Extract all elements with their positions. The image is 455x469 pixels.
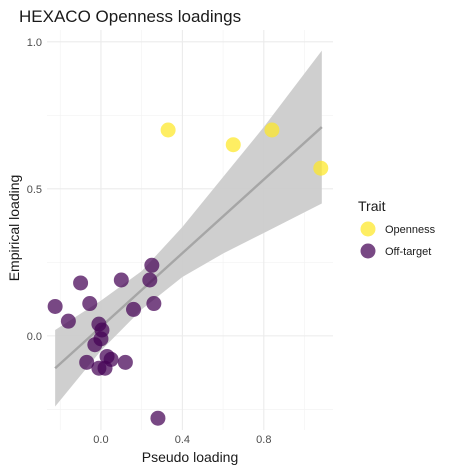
confidence-band-area (55, 50, 322, 407)
data-points (47, 122, 329, 426)
legend-label-openness: Openness (385, 224, 436, 236)
point-off-target (87, 337, 103, 353)
chart-title: HEXACO Openness loadings (19, 7, 241, 26)
point-openness (160, 122, 176, 138)
point-openness (264, 122, 280, 138)
legend-title: Trait (358, 198, 386, 214)
legend-key-off-target (360, 243, 376, 259)
x-tick-label: 0.0 (93, 434, 108, 446)
legend-key-openness (360, 221, 376, 237)
point-off-target (60, 313, 76, 329)
legend-label-off-target: Off-target (385, 246, 431, 258)
point-off-target (73, 275, 89, 291)
y-tick-label: 1.0 (27, 37, 42, 49)
y-axis-title: Empirical loading (6, 175, 22, 282)
point-openness (225, 137, 241, 153)
y-tick-label: 0.5 (27, 184, 42, 196)
x-axis-title: Pseudo loading (142, 449, 239, 465)
confidence-band (55, 50, 322, 407)
point-off-target (47, 298, 63, 314)
point-off-target (126, 301, 142, 317)
y-axis-ticks: 0.0 0.5 1.0 (27, 37, 42, 343)
x-tick-label: 0.8 (256, 434, 271, 446)
point-off-target (113, 272, 129, 288)
y-tick-label: 0.0 (27, 331, 42, 343)
point-off-target (142, 272, 158, 288)
point-off-target (79, 354, 95, 370)
point-off-target (97, 360, 113, 376)
x-axis-ticks: 0.0 0.4 0.8 (93, 434, 271, 446)
point-off-target (82, 296, 98, 312)
legend: Trait Openness Off-target (358, 198, 436, 259)
x-tick-label: 0.4 (175, 434, 190, 446)
point-off-target (144, 257, 160, 273)
point-off-target (117, 354, 133, 370)
point-off-target (146, 296, 162, 312)
point-openness (313, 160, 329, 176)
point-off-target (150, 410, 166, 426)
